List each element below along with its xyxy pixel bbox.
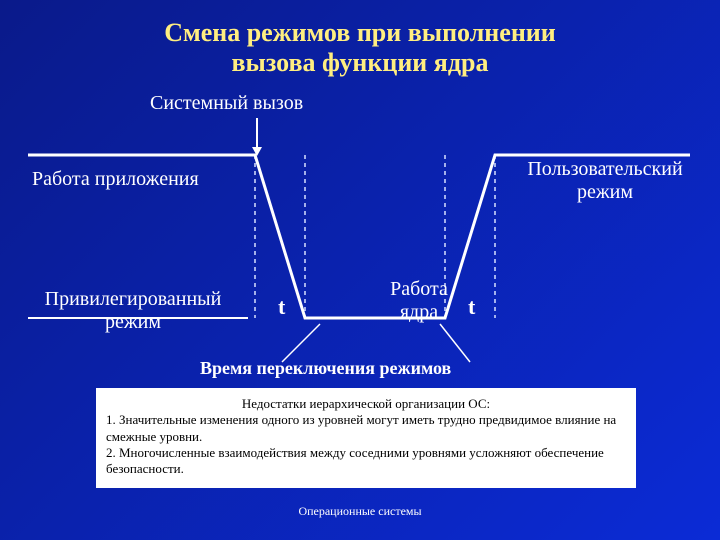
slide-footer: Операционные системы xyxy=(0,504,720,519)
label-t-right: t xyxy=(468,294,475,319)
label-user-application: Работа приложения xyxy=(32,168,199,191)
label-system-call: Системный вызов xyxy=(150,92,303,115)
label-user-mode: Пользовательскийрежим xyxy=(510,158,700,204)
disadvantages-textbox: Недостатки иерархической организации ОС:… xyxy=(96,388,636,488)
textbox-item: 1. Значительные изменения одного из уров… xyxy=(106,412,626,445)
textbox-item: 2. Многочисленные взаимодействия между с… xyxy=(106,445,626,478)
label-kernel-work: Работаядра xyxy=(374,278,464,324)
textbox-items: 1. Значительные изменения одного из уров… xyxy=(106,412,626,477)
label-switch-time: Время переключения режимов xyxy=(200,358,451,379)
slide: Смена режимов при выполнении вызова функ… xyxy=(0,0,720,540)
label-privileged-mode: Привилегированныйрежим xyxy=(28,288,238,334)
label-t-left: t xyxy=(278,294,285,319)
textbox-heading: Недостатки иерархической организации ОС: xyxy=(106,396,626,412)
